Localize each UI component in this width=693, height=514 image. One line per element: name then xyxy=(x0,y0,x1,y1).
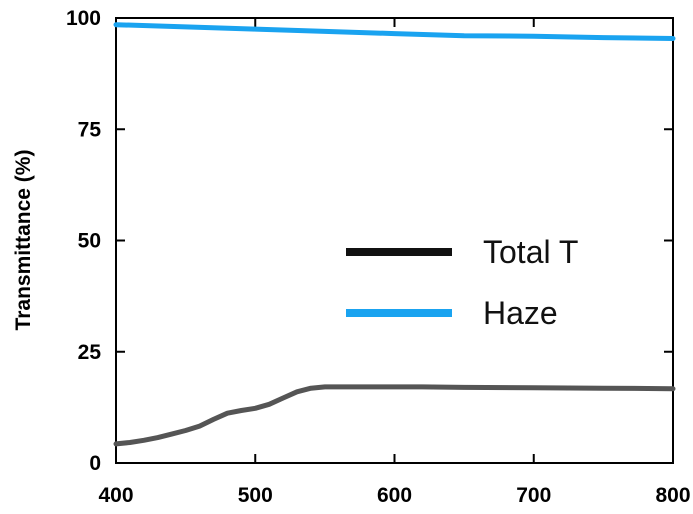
ticks-layer: 400 500 600 700 800 0 25 50 75 100 xyxy=(66,7,691,507)
y-tick-label: 0 xyxy=(89,452,101,475)
series-layer xyxy=(113,22,676,447)
y-tick-label: 25 xyxy=(78,341,102,364)
y-tick-label: 50 xyxy=(78,230,101,253)
series-line-haze xyxy=(113,22,676,41)
x-tick-label: 500 xyxy=(238,484,273,507)
x-tick-label: 400 xyxy=(98,484,133,507)
legend: Total T Haze xyxy=(346,234,578,331)
plot-frame xyxy=(115,17,674,464)
legend-label-1: Haze xyxy=(483,295,558,331)
y-tick-label: 100 xyxy=(66,7,101,30)
series-line-total-t xyxy=(113,384,676,447)
legend-label-0: Total T xyxy=(483,234,578,270)
x-tick-label: 700 xyxy=(516,484,551,507)
y-axis-title: Transmittance (%) xyxy=(12,150,35,331)
x-tick-label: 800 xyxy=(655,484,690,507)
y-tick-label: 75 xyxy=(78,118,102,141)
x-tick-label: 600 xyxy=(377,484,412,507)
